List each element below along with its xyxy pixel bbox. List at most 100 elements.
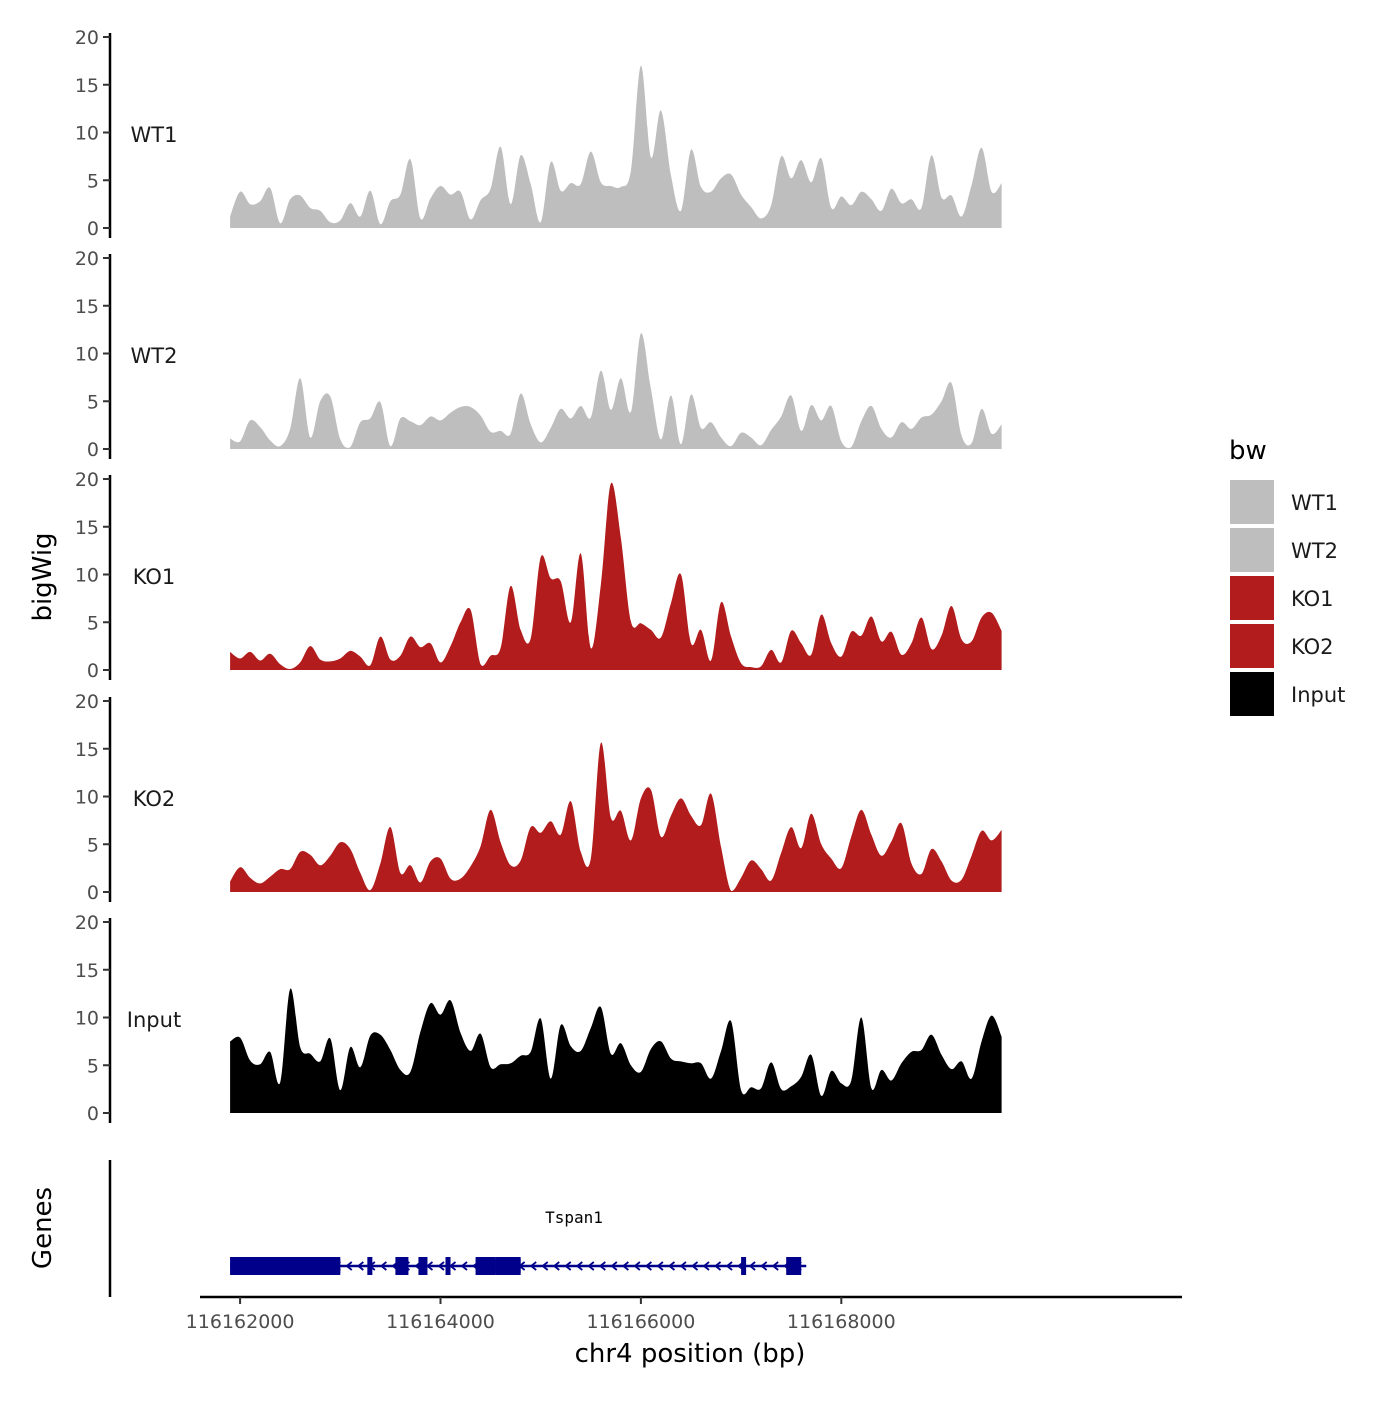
strand-chevron	[529, 1261, 537, 1271]
legend-key-wt2	[1230, 528, 1274, 572]
strand-chevron	[610, 1261, 618, 1271]
strand-chevron	[598, 1261, 606, 1271]
legend-title: bw	[1229, 436, 1267, 466]
legend-label-wt1: WT1	[1291, 491, 1338, 515]
coverage-area-ko1	[230, 482, 1002, 670]
y-tick-label: 10	[75, 344, 99, 366]
strand-chevron	[748, 1261, 756, 1271]
strand-chevron	[460, 1261, 468, 1271]
y-tick-label: 10	[75, 1008, 99, 1030]
gene-panel: Tspan1	[108, 1160, 807, 1297]
strand-chevron	[679, 1261, 687, 1271]
track-wt2: 0 5 10 15 20 WT2	[75, 248, 1002, 461]
legend-key-ko1	[1230, 576, 1274, 620]
y-tick-label: 20	[75, 912, 99, 934]
strand-chevron	[725, 1261, 733, 1271]
y-tick-label: 5	[87, 391, 99, 413]
gene-exon	[395, 1257, 409, 1275]
legend-key-wt1	[1230, 480, 1274, 524]
gene-name-label: Tspan1	[545, 1208, 603, 1227]
strand-chevron	[356, 1261, 364, 1271]
coverage-area-wt2	[230, 333, 1002, 449]
strand-chevron	[633, 1261, 641, 1271]
strand-chevron	[714, 1261, 722, 1271]
track-label-wt1: WT1	[131, 123, 178, 147]
strand-chevron	[449, 1261, 457, 1271]
coverage-area-ko2	[230, 742, 1002, 892]
x-tick-label: 116162000	[186, 1311, 295, 1333]
gene-exon	[786, 1257, 802, 1275]
y-tick-label: 15	[75, 296, 99, 318]
strand-chevron	[702, 1261, 710, 1271]
x-axis-title: chr4 position (bp)	[575, 1339, 806, 1369]
strand-chevron	[564, 1261, 572, 1271]
y-axis-title: bigWig	[28, 532, 58, 621]
y-tick-label: 10	[75, 787, 99, 809]
gene-panel-title: Genes	[28, 1187, 58, 1269]
gene-utr	[495, 1259, 521, 1273]
strand-chevron	[379, 1261, 387, 1271]
gene-exon	[367, 1257, 373, 1275]
gene-exon	[445, 1257, 451, 1275]
track-label-wt2: WT2	[131, 344, 178, 368]
strand-chevron	[621, 1261, 629, 1271]
legend-label-ko1: KO1	[1291, 587, 1334, 611]
strand-chevron	[760, 1261, 768, 1271]
strand-chevron	[552, 1261, 560, 1271]
gene-utr	[312, 1259, 341, 1273]
legend-key-ko2	[1230, 624, 1274, 668]
coverage-area-input	[230, 988, 1002, 1113]
gene-exon	[418, 1257, 428, 1275]
y-tick-label: 10	[75, 565, 99, 587]
y-tick-label: 10	[75, 123, 99, 145]
track-input: 0 5 10 15 20 Input	[75, 912, 1002, 1125]
y-tick-label: 20	[75, 248, 99, 270]
gene-exon	[741, 1257, 747, 1275]
strand-chevron	[541, 1261, 549, 1271]
y-tick-label: 5	[87, 834, 99, 856]
gene-exon	[475, 1257, 496, 1275]
strand-chevron	[587, 1261, 595, 1271]
y-tick-label: 0	[87, 1103, 99, 1125]
strand-chevron	[656, 1261, 664, 1271]
y-tick-label: 20	[75, 691, 99, 713]
y-tick-label: 5	[87, 612, 99, 634]
coverage-tracks: 0 5 10 15 20 WT1 0 5 10 15 20 WT2 0 5 10 15 20 KO1 0 5 10 15 2…	[75, 27, 1002, 1125]
legend: bw WT1 WT2 KO1 KO2 Input	[1229, 436, 1345, 716]
y-tick-label: 0	[87, 660, 99, 682]
strand-chevron	[668, 1261, 676, 1271]
x-tick-label: 116168000	[787, 1311, 896, 1333]
y-tick-label: 20	[75, 469, 99, 491]
y-tick-label: 15	[75, 75, 99, 97]
y-tick-label: 0	[87, 882, 99, 904]
y-tick-label: 15	[75, 960, 99, 982]
y-tick-label: 15	[75, 739, 99, 761]
y-tick-label: 0	[87, 218, 99, 240]
y-tick-label: 20	[75, 27, 99, 49]
strand-chevron	[437, 1261, 445, 1271]
strand-chevron	[345, 1261, 353, 1271]
y-tick-label: 5	[87, 170, 99, 192]
x-tick-label: 116166000	[586, 1311, 695, 1333]
strand-chevron	[691, 1261, 699, 1271]
legend-label-ko2: KO2	[1291, 635, 1334, 659]
x-axis: 116162000 116164000 116166000 116168000	[186, 1295, 1182, 1333]
track-ko1: 0 5 10 15 20 KO1	[75, 469, 1002, 682]
track-label-ko2: KO2	[133, 787, 176, 811]
track-wt1: 0 5 10 15 20 WT1	[75, 27, 1002, 240]
track-label-input: Input	[127, 1008, 181, 1032]
strand-chevron	[426, 1261, 434, 1271]
strand-chevron	[644, 1261, 652, 1271]
x-tick-label: 116164000	[386, 1311, 495, 1333]
strand-chevron	[575, 1261, 583, 1271]
y-tick-label: 15	[75, 517, 99, 539]
strand-chevron	[771, 1261, 779, 1271]
legend-label-wt2: WT2	[1291, 539, 1338, 563]
legend-key-input	[1230, 672, 1274, 716]
track-label-ko1: KO1	[133, 565, 176, 589]
coverage-area-wt1	[230, 65, 1002, 228]
track-ko2: 0 5 10 15 20 KO2	[75, 691, 1002, 904]
y-tick-label: 0	[87, 439, 99, 461]
